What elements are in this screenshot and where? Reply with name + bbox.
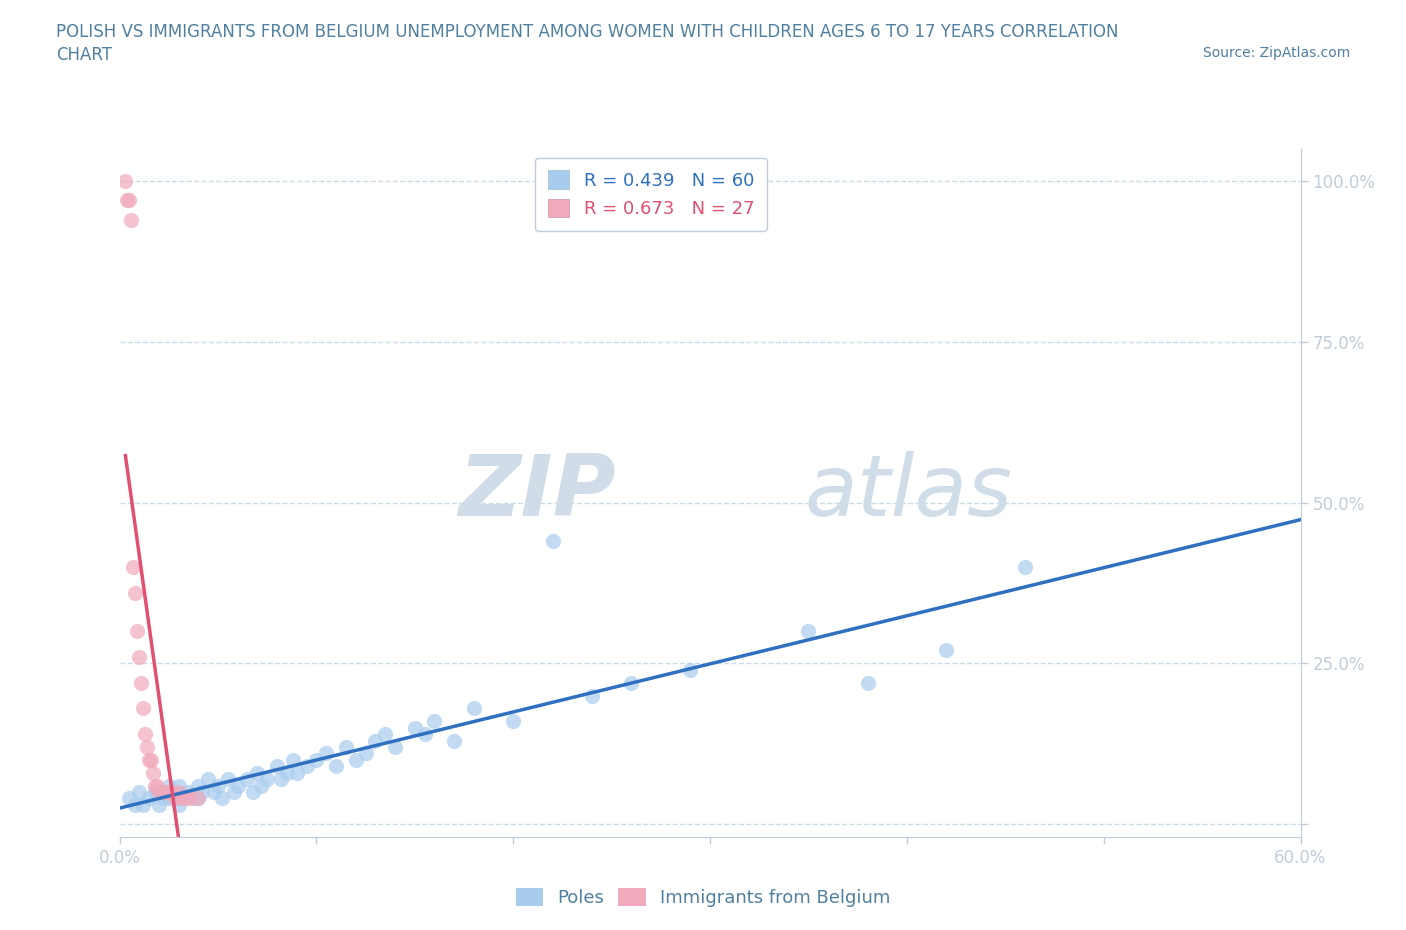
Point bbox=[581, 688, 603, 703]
Point bbox=[541, 534, 564, 549]
Point bbox=[117, 193, 139, 207]
Point bbox=[148, 785, 170, 800]
Point bbox=[222, 785, 245, 800]
Point bbox=[129, 675, 152, 690]
Point bbox=[270, 772, 292, 787]
Point bbox=[354, 746, 377, 761]
Point bbox=[172, 791, 194, 806]
Point bbox=[443, 733, 465, 748]
Point bbox=[305, 752, 328, 767]
Point bbox=[404, 720, 426, 735]
Point bbox=[413, 726, 436, 741]
Point bbox=[157, 778, 180, 793]
Point bbox=[163, 791, 186, 806]
Point bbox=[143, 778, 166, 793]
Point bbox=[132, 797, 155, 812]
Point bbox=[423, 714, 446, 729]
Point bbox=[797, 624, 820, 639]
Point bbox=[463, 701, 485, 716]
Point bbox=[335, 739, 357, 754]
Point bbox=[118, 193, 141, 207]
Text: atlas: atlas bbox=[804, 451, 1012, 535]
Point bbox=[620, 675, 643, 690]
Text: POLISH VS IMMIGRANTS FROM BELGIUM UNEMPLOYMENT AMONG WOMEN WITH CHILDREN AGES 6 : POLISH VS IMMIGRANTS FROM BELGIUM UNEMPL… bbox=[56, 23, 1119, 41]
Point bbox=[285, 765, 308, 780]
Point bbox=[138, 752, 160, 767]
Point bbox=[128, 649, 150, 664]
Point bbox=[136, 739, 159, 754]
Point bbox=[242, 785, 264, 800]
Point bbox=[139, 752, 162, 767]
Point bbox=[187, 791, 209, 806]
Point bbox=[167, 785, 190, 800]
Point bbox=[157, 791, 180, 806]
Legend: Poles, Immigrants from Belgium: Poles, Immigrants from Belgium bbox=[506, 879, 900, 916]
Point bbox=[148, 797, 170, 812]
Text: Source: ZipAtlas.com: Source: ZipAtlas.com bbox=[1202, 46, 1350, 60]
Point bbox=[250, 778, 273, 793]
Point bbox=[344, 752, 367, 767]
Point bbox=[138, 791, 160, 806]
Point bbox=[177, 785, 200, 800]
Point bbox=[276, 765, 298, 780]
Point bbox=[146, 778, 169, 793]
Point bbox=[183, 791, 205, 806]
Point bbox=[364, 733, 387, 748]
Point bbox=[384, 739, 406, 754]
Point bbox=[207, 778, 229, 793]
Point bbox=[256, 772, 278, 787]
Text: ZIP: ZIP bbox=[458, 451, 616, 535]
Point bbox=[114, 174, 136, 189]
Point bbox=[172, 791, 194, 806]
Point bbox=[226, 778, 249, 793]
Point bbox=[315, 746, 337, 761]
Point bbox=[191, 785, 214, 800]
Point bbox=[187, 791, 209, 806]
Point bbox=[176, 791, 198, 806]
Point bbox=[856, 675, 879, 690]
Point bbox=[143, 785, 166, 800]
Point bbox=[236, 772, 259, 787]
Point bbox=[1014, 560, 1036, 575]
Point bbox=[217, 772, 239, 787]
Point bbox=[127, 624, 149, 639]
Point bbox=[167, 797, 190, 812]
Point bbox=[179, 791, 201, 806]
Legend: R = 0.439   N = 60, R = 0.673   N = 27: R = 0.439 N = 60, R = 0.673 N = 27 bbox=[534, 158, 768, 231]
Point bbox=[134, 726, 156, 741]
Point bbox=[374, 726, 396, 741]
Point bbox=[118, 791, 141, 806]
Point bbox=[167, 778, 190, 793]
Point bbox=[211, 791, 233, 806]
Point bbox=[679, 662, 702, 677]
Point bbox=[152, 785, 174, 800]
Point bbox=[163, 785, 186, 800]
Point bbox=[187, 778, 209, 793]
Point bbox=[159, 785, 181, 800]
Point bbox=[132, 701, 155, 716]
Point bbox=[128, 785, 150, 800]
Point bbox=[281, 752, 304, 767]
Point bbox=[124, 585, 146, 600]
Point bbox=[266, 759, 288, 774]
Point bbox=[197, 772, 219, 787]
Point bbox=[120, 212, 142, 227]
Point bbox=[142, 765, 165, 780]
Text: CHART: CHART bbox=[56, 46, 112, 64]
Point bbox=[935, 643, 957, 658]
Point bbox=[325, 759, 347, 774]
Point bbox=[156, 785, 179, 800]
Point bbox=[295, 759, 318, 774]
Point bbox=[152, 791, 174, 806]
Point bbox=[202, 785, 225, 800]
Point bbox=[246, 765, 269, 780]
Point bbox=[502, 714, 524, 729]
Point bbox=[124, 797, 146, 812]
Point bbox=[122, 560, 145, 575]
